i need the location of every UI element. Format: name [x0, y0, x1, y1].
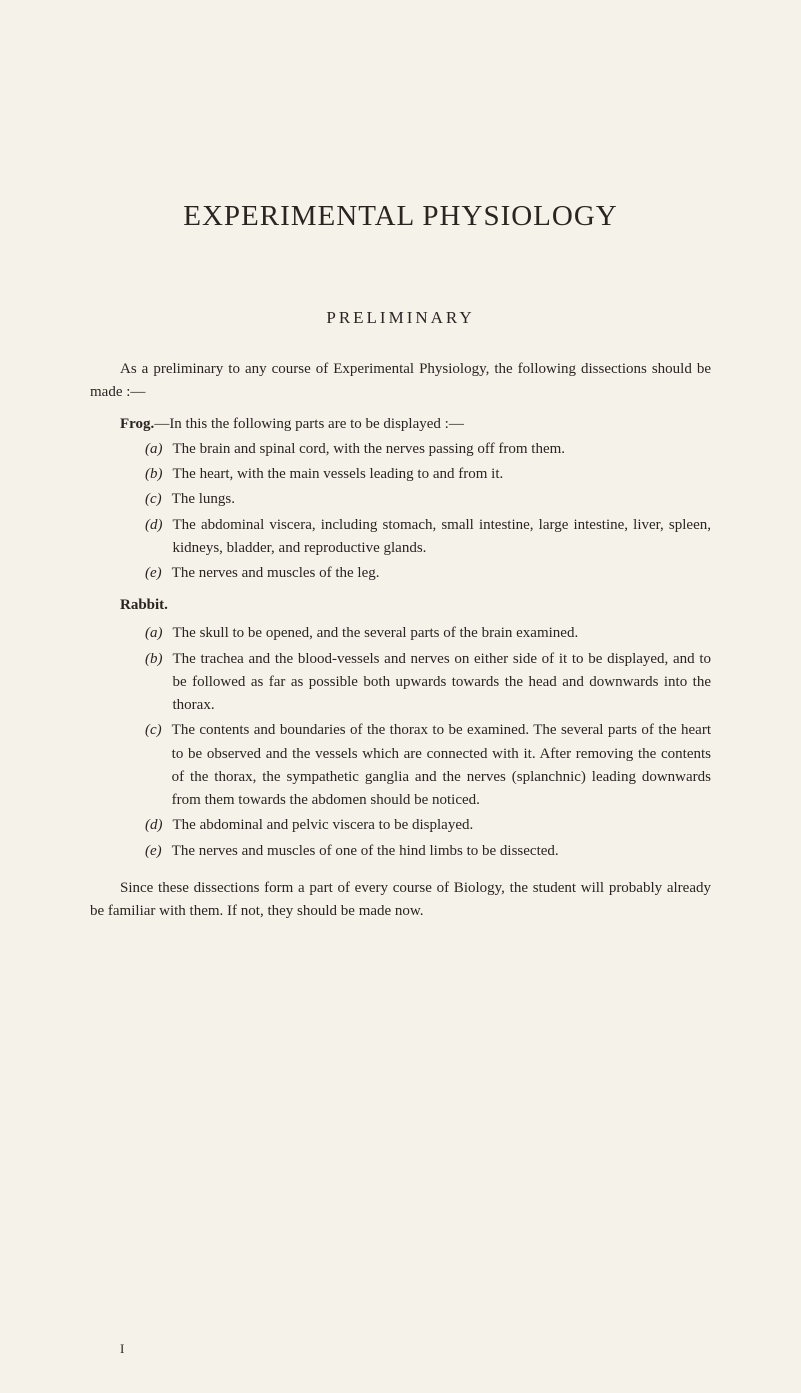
frog-item: (b) The heart, with the main vessels lea…: [90, 463, 711, 486]
frog-label: Frog.—In this the following parts are to…: [90, 413, 711, 436]
item-marker: (b): [90, 463, 163, 486]
frog-item: (c) The lungs.: [90, 488, 711, 511]
rabbit-item: (b) The trachea and the blood-vessels an…: [90, 648, 711, 718]
frog-label-rest: —In this the following parts are to be d…: [154, 416, 464, 432]
frog-item: (e) The nerves and muscles of the leg.: [90, 562, 711, 585]
rabbit-item: (a) The skull to be opened, and the seve…: [90, 622, 711, 645]
item-marker: (c): [90, 719, 162, 812]
item-marker: (d): [90, 514, 163, 561]
item-text: The nerves and muscles of the leg.: [162, 562, 711, 585]
frog-item: (d) The abdominal viscera, including sto…: [90, 514, 711, 561]
item-text: The brain and spinal cord, with the nerv…: [163, 438, 712, 461]
item-marker: (b): [90, 648, 163, 718]
rabbit-item: (c) The contents and boundaries of the t…: [90, 719, 711, 812]
item-marker: (a): [90, 438, 163, 461]
closing-paragraph: Since these dissections form a part of e…: [90, 877, 711, 924]
item-marker: (e): [90, 840, 162, 863]
item-marker: (e): [90, 562, 162, 585]
item-text: The lungs.: [162, 488, 711, 511]
item-marker: (c): [90, 488, 162, 511]
intro-paragraph: As a preliminary to any course of Experi…: [90, 358, 711, 405]
page-number: I: [120, 1341, 124, 1357]
main-title: EXPERIMENTAL PHYSIOLOGY: [90, 200, 711, 233]
item-text: The abdominal and pelvic viscera to be d…: [163, 814, 712, 837]
item-marker: (a): [90, 622, 163, 645]
item-text: The contents and boundaries of the thora…: [162, 719, 711, 812]
frog-label-bold: Frog.: [120, 416, 154, 432]
item-text: The abdominal viscera, including stomach…: [163, 514, 712, 561]
item-text: The trachea and the blood-vessels and ne…: [163, 648, 712, 718]
rabbit-item: (e) The nerves and muscles of one of the…: [90, 840, 711, 863]
rabbit-header: Rabbit.: [90, 597, 711, 614]
item-text: The skull to be opened, and the several …: [163, 622, 712, 645]
item-text: The nerves and muscles of one of the hin…: [162, 840, 711, 863]
item-marker: (d): [90, 814, 163, 837]
rabbit-item: (d) The abdominal and pelvic viscera to …: [90, 814, 711, 837]
item-text: The heart, with the main vessels leading…: [163, 463, 712, 486]
section-header: PRELIMINARY: [90, 308, 711, 328]
frog-item: (a) The brain and spinal cord, with the …: [90, 438, 711, 461]
